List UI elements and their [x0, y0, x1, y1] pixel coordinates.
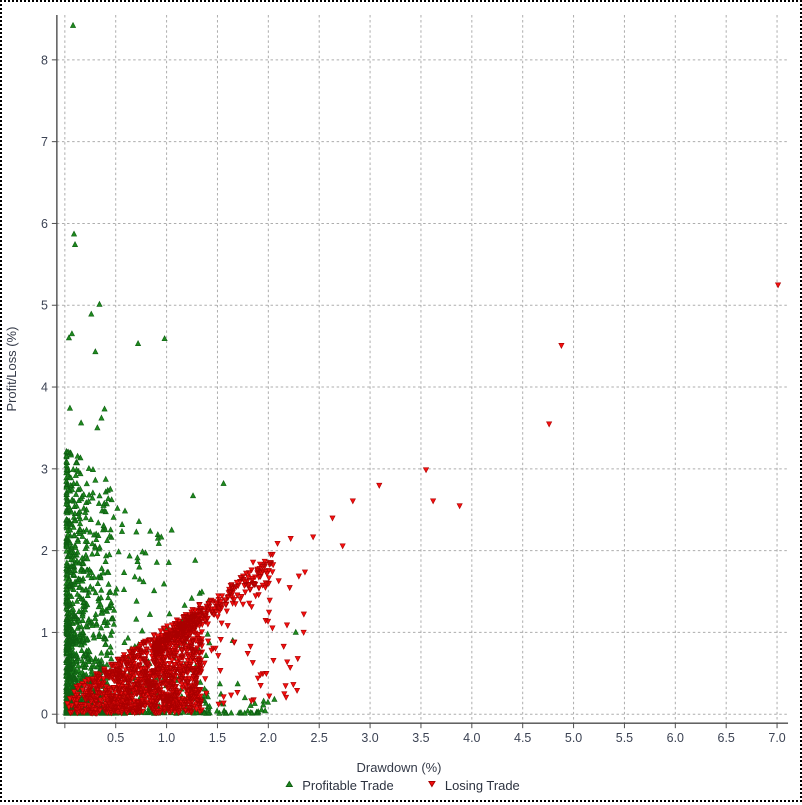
legend-item-profitable[interactable]: Profitable Trade	[285, 778, 394, 793]
y-tick-label: 7	[41, 135, 48, 149]
x-tick-label: 2.5	[311, 731, 328, 745]
y-tick-label: 6	[41, 217, 48, 231]
y-tick-label: 5	[41, 299, 48, 313]
x-tick-label: 5.5	[616, 731, 633, 745]
x-tick-label: 1.5	[209, 731, 226, 745]
y-tick-label: 0	[41, 708, 48, 722]
y-tick-label: 1	[41, 626, 48, 640]
plot-area[interactable]	[56, 14, 789, 724]
x-tick-label: 4.0	[463, 731, 480, 745]
x-tick-label: 6.5	[718, 731, 735, 745]
series-losing-trades	[64, 282, 782, 717]
losing-trade-points	[64, 282, 782, 717]
legend-item-losing[interactable]: Losing Trade	[428, 778, 520, 793]
x-tick-label: 6.0	[667, 731, 684, 745]
x-axis-title: Drawdown (%)	[357, 760, 442, 775]
y-tick-label: 3	[41, 462, 48, 476]
legend-label-losing: Losing Trade	[445, 778, 520, 793]
profitable-trade-marker-icon	[285, 780, 294, 788]
x-tick-label: 4.5	[514, 731, 531, 745]
legend: Profitable Trade Losing Trade	[285, 778, 520, 793]
y-tick-label: 2	[41, 544, 48, 558]
axes	[51, 14, 789, 729]
losing-trade-marker-icon	[428, 781, 436, 788]
tick-labels: 0.5 1.0 1.5 2.0 2.5 3.0 3.5 4.0 4.5 5.0 5.5 6.0 6.5 7…	[41, 53, 786, 745]
legend-label-profitable: Profitable Trade	[302, 778, 393, 793]
y-tick-label: 8	[41, 53, 48, 67]
x-tick-label: 5.0	[565, 731, 582, 745]
y-axis-title: Profit/Loss (%)	[4, 327, 19, 412]
x-tick-label: 2.0	[260, 731, 277, 745]
x-tick-label: 1.0	[158, 731, 175, 745]
y-tick-label: 4	[41, 381, 48, 395]
x-tick-label: 3.5	[412, 731, 429, 745]
x-tick-label: 3.0	[361, 731, 378, 745]
x-tick-label: 7.0	[768, 731, 785, 745]
x-tick-label: 0.5	[107, 731, 124, 745]
